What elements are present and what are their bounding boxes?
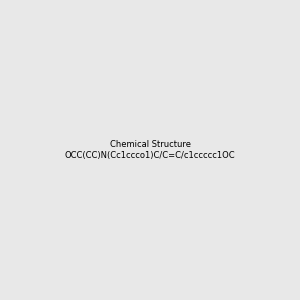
Text: Chemical Structure
OCC(CC)N(Cc1ccco1)C/C=C/c1ccccc1OC: Chemical Structure OCC(CC)N(Cc1ccco1)C/C…: [65, 140, 235, 160]
